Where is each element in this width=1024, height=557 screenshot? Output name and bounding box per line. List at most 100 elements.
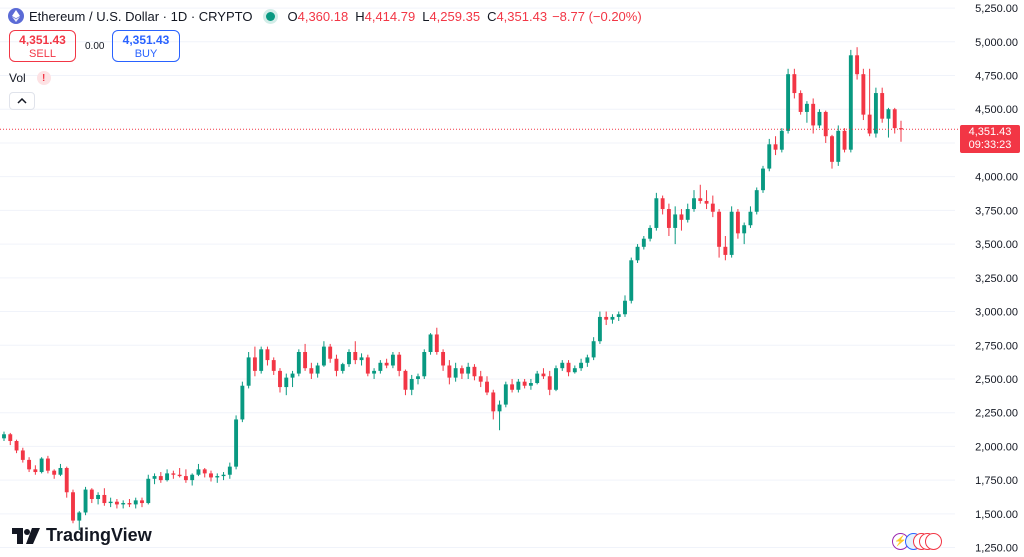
candle	[729, 206, 734, 258]
low-label: L	[422, 8, 430, 24]
close-value: 4,351.43	[496, 8, 548, 24]
change-value: −8.77 (−0.20%)	[552, 8, 642, 24]
candle	[623, 295, 627, 317]
candle	[497, 400, 502, 431]
y-tick-label: 3,250.00	[975, 273, 1018, 285]
buy-label: BUY	[134, 48, 158, 60]
candle	[384, 358, 389, 369]
candle	[2, 431, 6, 442]
candle	[114, 499, 119, 509]
candle	[378, 360, 383, 374]
candle	[616, 311, 621, 321]
candle	[629, 257, 634, 304]
candle	[45, 455, 50, 474]
spread-value: 0.00	[85, 41, 105, 52]
candle	[710, 195, 715, 218]
candle	[811, 98, 816, 134]
candle	[83, 486, 88, 516]
y-tick-label: 4,500.00	[975, 104, 1018, 116]
candle	[27, 457, 32, 473]
warning-icon[interactable]: !	[36, 71, 51, 85]
candle	[158, 472, 163, 483]
candle	[416, 373, 420, 385]
y-tick-label: 2,750.00	[975, 340, 1018, 352]
close-label: C	[487, 8, 497, 24]
candle	[102, 488, 107, 506]
open-value: 4,360.18	[297, 8, 349, 24]
candle	[447, 360, 452, 385]
symbol-title[interactable]: Ethereum / U.S. Dollar · 1D · CRYPTO	[29, 8, 253, 24]
tradingview-logo[interactable]: TradingView	[12, 525, 152, 546]
buy-button[interactable]: 4,351.43 BUY	[112, 30, 180, 62]
buy-price: 4,351.43	[122, 33, 170, 47]
y-tick-label: 5,000.00	[975, 37, 1018, 49]
candle	[202, 467, 207, 478]
market-status-dot	[266, 11, 276, 21]
candle	[798, 90, 803, 115]
candle	[303, 343, 308, 371]
candle	[8, 432, 13, 446]
candle	[692, 190, 696, 212]
chart-header: Ethereum / U.S. Dollar · 1D · CRYPTO O 4,…	[8, 8, 647, 24]
candle	[453, 362, 458, 382]
candle	[748, 206, 753, 228]
candle	[347, 349, 351, 367]
open-label: O	[287, 8, 298, 24]
candle	[372, 368, 377, 379]
candle	[14, 439, 19, 454]
candle	[190, 473, 195, 486]
candle	[491, 389, 496, 420]
sell-button[interactable]: 4,351.43 SELL	[9, 30, 76, 62]
candle	[221, 472, 226, 481]
candle	[478, 370, 483, 388]
candle	[641, 236, 646, 250]
candle	[754, 187, 759, 215]
candle	[786, 68, 791, 134]
candle	[428, 333, 433, 355]
candle	[171, 470, 176, 479]
candle	[33, 465, 38, 475]
chevron-up-icon	[17, 98, 27, 104]
candle	[654, 192, 659, 231]
candle	[434, 327, 439, 355]
event-icon	[925, 533, 942, 550]
y-tick-label: 3,500.00	[975, 239, 1018, 251]
candle	[547, 370, 552, 396]
candle	[817, 109, 822, 129]
candle	[215, 473, 220, 483]
candle	[597, 311, 602, 344]
candle	[259, 346, 264, 374]
y-tick-label: 4,000.00	[975, 172, 1018, 184]
candle	[290, 370, 295, 388]
high-label: H	[355, 8, 365, 24]
candle	[409, 374, 414, 396]
candle	[284, 373, 289, 396]
candle	[64, 466, 69, 498]
candle	[133, 497, 138, 509]
candlestick-series	[2, 47, 903, 531]
candle	[96, 492, 101, 505]
volume-indicator[interactable]: Vol !	[9, 71, 51, 85]
tradingview-icon	[12, 527, 40, 544]
candle	[309, 362, 314, 379]
candle	[89, 488, 94, 504]
candle	[673, 206, 678, 245]
price-axis[interactable]: 5,250.005,000.004,750.004,500.004,250.00…	[975, 3, 1018, 554]
candle	[591, 337, 596, 361]
ethereum-icon	[8, 8, 24, 24]
candle	[836, 125, 841, 166]
candle	[71, 489, 75, 524]
y-tick-label: 4,750.00	[975, 71, 1018, 83]
y-tick-label: 2,500.00	[975, 374, 1018, 386]
bar-countdown: 09:33:23	[968, 139, 1012, 151]
y-tick-label: 1,750.00	[975, 475, 1018, 487]
candle	[528, 378, 533, 390]
collapse-button[interactable]	[9, 92, 35, 110]
candle	[572, 365, 577, 374]
candle	[723, 236, 728, 261]
corner-icons: ⚡	[892, 533, 942, 550]
candle	[522, 378, 527, 389]
candle	[579, 358, 584, 371]
last-price-value: 4,351.43	[968, 126, 1012, 138]
